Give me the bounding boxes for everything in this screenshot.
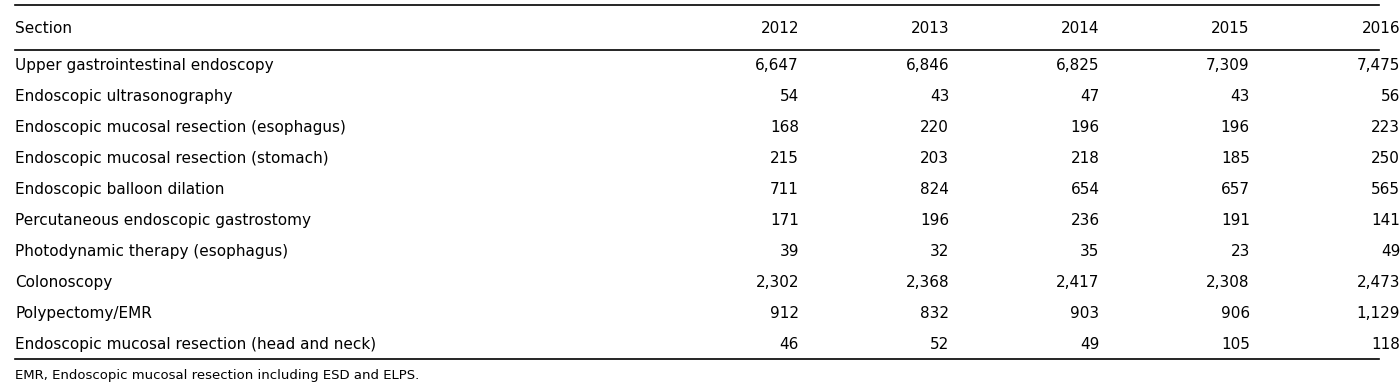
Text: 2014: 2014 xyxy=(1061,21,1099,36)
Text: 196: 196 xyxy=(1221,120,1250,135)
Text: 223: 223 xyxy=(1371,120,1400,135)
Text: 171: 171 xyxy=(770,213,799,228)
Text: 2,368: 2,368 xyxy=(906,275,949,290)
Text: 657: 657 xyxy=(1221,182,1250,197)
Text: 2013: 2013 xyxy=(910,21,949,36)
Text: 23: 23 xyxy=(1231,244,1250,259)
Text: 43: 43 xyxy=(930,89,949,104)
Text: 203: 203 xyxy=(920,151,949,166)
Text: 7,309: 7,309 xyxy=(1207,58,1250,73)
Text: 250: 250 xyxy=(1371,151,1400,166)
Text: 236: 236 xyxy=(1071,213,1099,228)
Text: 220: 220 xyxy=(920,120,949,135)
Text: 2012: 2012 xyxy=(760,21,799,36)
Text: 565: 565 xyxy=(1371,182,1400,197)
Text: 141: 141 xyxy=(1371,213,1400,228)
Text: 47: 47 xyxy=(1081,89,1099,104)
Text: 46: 46 xyxy=(780,336,799,352)
Text: Endoscopic mucosal resection (esophagus): Endoscopic mucosal resection (esophagus) xyxy=(15,120,346,135)
Text: 1,129: 1,129 xyxy=(1357,305,1400,321)
Text: 218: 218 xyxy=(1071,151,1099,166)
Text: 824: 824 xyxy=(920,182,949,197)
Text: 6,846: 6,846 xyxy=(906,58,949,73)
Text: 52: 52 xyxy=(930,336,949,352)
Text: 215: 215 xyxy=(770,151,799,166)
Text: 6,825: 6,825 xyxy=(1056,58,1099,73)
Text: Endoscopic mucosal resection (stomach): Endoscopic mucosal resection (stomach) xyxy=(15,151,329,166)
Text: 191: 191 xyxy=(1221,213,1250,228)
Text: 654: 654 xyxy=(1071,182,1099,197)
Text: Section: Section xyxy=(15,21,73,36)
Text: Photodynamic therapy (esophagus): Photodynamic therapy (esophagus) xyxy=(15,244,288,259)
Text: 2,473: 2,473 xyxy=(1357,275,1400,290)
Text: 2,302: 2,302 xyxy=(756,275,799,290)
Text: 196: 196 xyxy=(1071,120,1099,135)
Text: Endoscopic balloon dilation: Endoscopic balloon dilation xyxy=(15,182,224,197)
Text: 32: 32 xyxy=(930,244,949,259)
Text: 49: 49 xyxy=(1081,336,1099,352)
Text: 832: 832 xyxy=(920,305,949,321)
Text: 903: 903 xyxy=(1071,305,1099,321)
Text: Endoscopic ultrasonography: Endoscopic ultrasonography xyxy=(15,89,232,104)
Text: 185: 185 xyxy=(1221,151,1250,166)
Text: 118: 118 xyxy=(1371,336,1400,352)
Text: 6,647: 6,647 xyxy=(755,58,799,73)
Text: 49: 49 xyxy=(1380,244,1400,259)
Text: 2,308: 2,308 xyxy=(1207,275,1250,290)
Text: Endoscopic mucosal resection (head and neck): Endoscopic mucosal resection (head and n… xyxy=(15,336,377,352)
Text: 196: 196 xyxy=(920,213,949,228)
Text: EMR, Endoscopic mucosal resection including ESD and ELPS.: EMR, Endoscopic mucosal resection includ… xyxy=(15,368,420,381)
Text: Colonoscopy: Colonoscopy xyxy=(15,275,112,290)
Text: 912: 912 xyxy=(770,305,799,321)
Text: 711: 711 xyxy=(770,182,799,197)
Text: 54: 54 xyxy=(780,89,799,104)
Text: 168: 168 xyxy=(770,120,799,135)
Text: 2016: 2016 xyxy=(1362,21,1400,36)
Text: 105: 105 xyxy=(1221,336,1250,352)
Text: Percutaneous endoscopic gastrostomy: Percutaneous endoscopic gastrostomy xyxy=(15,213,311,228)
Text: 43: 43 xyxy=(1231,89,1250,104)
Text: 906: 906 xyxy=(1221,305,1250,321)
Text: Upper gastrointestinal endoscopy: Upper gastrointestinal endoscopy xyxy=(15,58,274,73)
Text: 39: 39 xyxy=(780,244,799,259)
Text: 2,417: 2,417 xyxy=(1056,275,1099,290)
Text: 56: 56 xyxy=(1380,89,1400,104)
Text: 7,475: 7,475 xyxy=(1357,58,1400,73)
Text: 2015: 2015 xyxy=(1211,21,1250,36)
Text: Polypectomy/EMR: Polypectomy/EMR xyxy=(15,305,153,321)
Text: 35: 35 xyxy=(1081,244,1099,259)
